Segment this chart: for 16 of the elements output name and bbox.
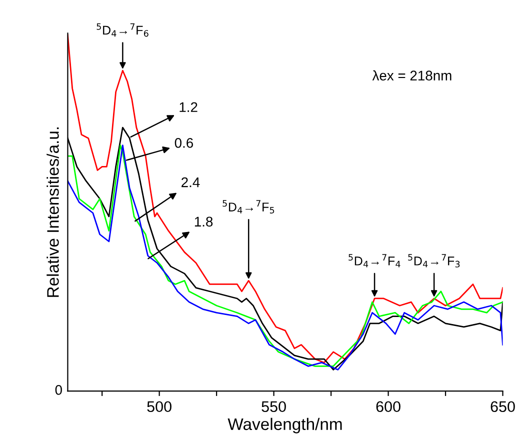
annotation: 1.8 [194,216,213,227]
x-axis-title: Wavelength/nm [228,418,342,434]
x-tick-label: 600 [376,401,400,412]
text: 0 [55,384,62,395]
x-tick-label: 650 [490,401,515,412]
annotation: λex = 218nm [372,70,452,81]
annotation: 0.6 [174,138,194,148]
x-tick-label: 500 [147,401,172,412]
annotation: $^{5}$D$_{4}$→$^{7}$F$_{6}$ [96,23,148,37]
annotation: $^{5}$D$_{4}$→$^{7}$F$_{3}$ [408,254,460,268]
x-tick-label: 550 [262,401,286,412]
annotation: $^{5}$D$_{4}$→$^{7}$F$_{5}$ [222,200,274,214]
annotation: 1.2 [180,102,198,112]
annotation: 2.4 [182,177,200,188]
annotation: $^{5}$D$_{4}$→$^{7}$F$_{4}$ [348,254,400,268]
y-axis-title: Relative Intensities/a.u. [46,127,59,297]
